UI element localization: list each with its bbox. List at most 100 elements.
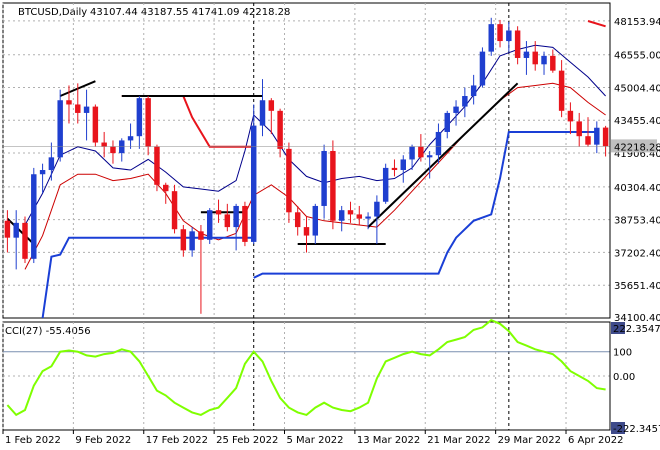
candle-body — [303, 227, 310, 236]
candle-body — [382, 167, 389, 202]
candle-body — [110, 146, 116, 154]
candle-body — [576, 121, 582, 137]
price-tick-label: 43455.40 — [614, 116, 660, 127]
x-tick-label: 29 Mar 2022 — [498, 435, 561, 446]
candle-body — [31, 174, 37, 259]
candles-group — [4, 17, 609, 314]
candle-body — [215, 210, 222, 215]
candle-body — [409, 146, 415, 160]
candle-body — [462, 96, 468, 107]
chart-ohlc: 43107.44 43187.55 41741.09 42218.28 — [90, 7, 290, 18]
cci-tick-tag — [611, 322, 625, 334]
candle-body — [365, 216, 371, 219]
candle-body — [602, 127, 609, 147]
candle-body — [523, 51, 530, 58]
cci-tick-label: -222.3457 — [613, 424, 660, 435]
stop-line-blue — [253, 131, 597, 279]
x-tick-label: 9 Feb 2022 — [75, 435, 131, 446]
cci-tick-label: 0.00 — [613, 372, 635, 383]
price-tick-label: 46555.00 — [614, 51, 660, 62]
cci-tick-label: 100 — [613, 348, 632, 359]
candle-body — [514, 30, 521, 58]
candle-body — [92, 106, 99, 143]
cci-title: CCI(27) -55.4056 — [5, 326, 91, 337]
last-price-label: 42218.28 — [614, 142, 660, 153]
candle-body — [207, 210, 213, 240]
candle-body — [312, 205, 319, 236]
candle-body — [277, 110, 283, 149]
candle-body — [453, 106, 459, 113]
x-tick-label: 17 Feb 2022 — [146, 435, 208, 446]
candle-body — [506, 30, 512, 42]
candle-body — [75, 104, 81, 113]
candle-body — [567, 110, 574, 122]
candle-body — [594, 127, 600, 145]
candle-body — [198, 231, 204, 240]
price-tick-label: 45004.40 — [614, 83, 660, 94]
candle-body — [48, 157, 55, 171]
trendline — [6, 217, 35, 245]
candle-body — [4, 220, 11, 238]
candle-body — [470, 85, 477, 97]
candle-body — [330, 150, 336, 221]
candle-body — [418, 146, 424, 158]
cci-tick-tag — [611, 422, 625, 434]
candle-body — [286, 148, 292, 213]
candle-body — [347, 210, 354, 215]
candle-body — [321, 150, 327, 206]
candle-body — [189, 231, 195, 251]
price-tick-label: 35651.40 — [614, 281, 660, 292]
candle-body — [83, 106, 90, 113]
candle-body — [444, 112, 450, 132]
x-tick-label: 25 Feb 2022 — [216, 435, 278, 446]
candle-body — [224, 214, 231, 228]
candle-body — [22, 222, 28, 259]
candle-body — [39, 170, 46, 175]
price-tick-label: 37202.40 — [614, 248, 660, 259]
candle-body — [136, 98, 143, 137]
candle-body — [180, 229, 187, 251]
candle-body — [356, 214, 363, 219]
candle-body — [294, 212, 301, 228]
price-tick-label: 34100.40 — [614, 313, 660, 324]
candle-body — [435, 131, 442, 156]
last-price-tag — [611, 139, 657, 153]
candle-body — [127, 136, 134, 141]
candle-body — [171, 191, 178, 230]
price-tick-label: 40304.40 — [614, 183, 660, 194]
candle-body — [57, 100, 63, 158]
cci-tick-label: 222.3547 — [613, 324, 660, 335]
candle-body — [242, 205, 248, 242]
candle-body — [145, 98, 151, 147]
stop-line-red — [587, 20, 606, 28]
candle-body — [391, 167, 398, 171]
candle-body — [558, 70, 565, 111]
x-tick-label: 6 Apr 2022 — [568, 435, 623, 446]
candle-body — [338, 210, 345, 221]
x-tick-label: 5 Mar 2022 — [287, 435, 344, 446]
candle-body — [550, 55, 556, 71]
candle-body — [66, 100, 72, 105]
price-tick-label: 38753.40 — [614, 216, 660, 227]
header: BTCUSD,Daily 43107.44 43187.55 41741.09 … — [18, 7, 290, 18]
candle-body — [497, 24, 503, 42]
candle-body — [488, 24, 494, 52]
trendline — [367, 82, 519, 228]
candle-body — [585, 136, 591, 145]
candle-body — [479, 51, 486, 86]
price-tick-label: 41906.40 — [614, 149, 660, 160]
candle-body — [259, 100, 266, 126]
candle-body — [426, 155, 433, 158]
upper-band-line — [24, 44, 606, 226]
candle-body — [541, 55, 547, 65]
cci-title-group: CCI(27) -55.4056 — [5, 326, 91, 337]
price-tick-label: 48153.94 — [614, 17, 660, 28]
candle-body — [101, 142, 107, 147]
candle-body — [154, 146, 160, 185]
candle-body — [163, 184, 169, 192]
candle-body — [532, 51, 538, 65]
candle-body — [268, 100, 275, 111]
candle-body — [119, 140, 125, 154]
x-tick-label: 1 Feb 2022 — [5, 435, 61, 446]
